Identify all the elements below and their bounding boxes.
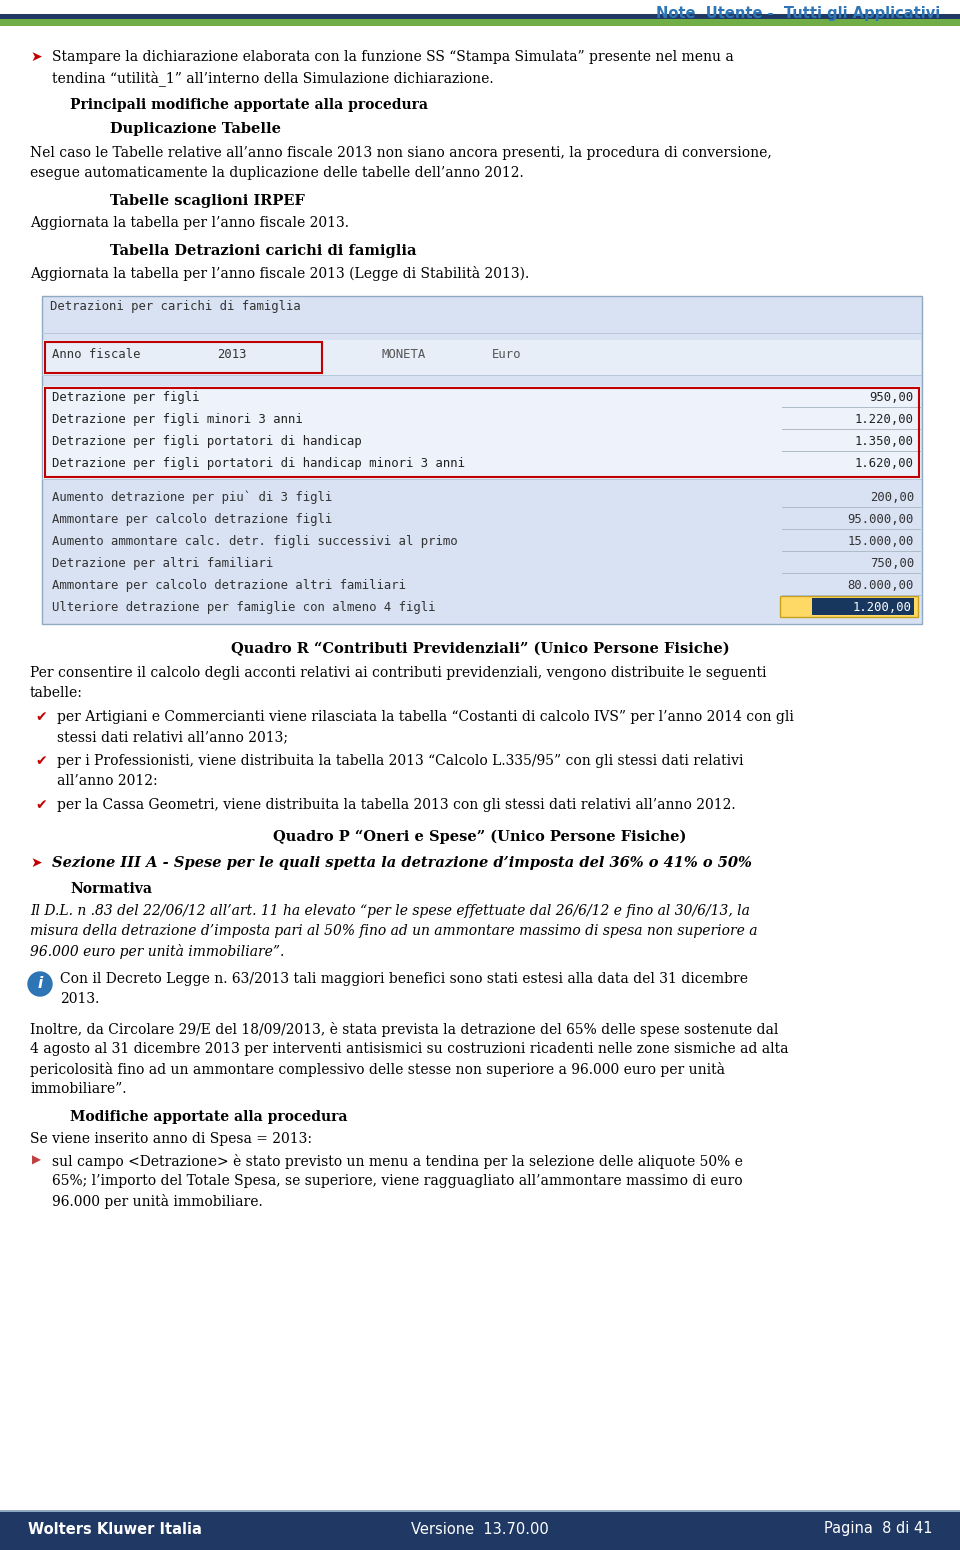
Text: 4 agosto al 31 dicembre 2013 per interventi antisismici su costruzioni ricadenti: 4 agosto al 31 dicembre 2013 per interve… bbox=[30, 1042, 788, 1056]
Text: 96.000 euro per unità immobiliare”.: 96.000 euro per unità immobiliare”. bbox=[30, 944, 284, 959]
Text: Versione  13.70.00: Versione 13.70.00 bbox=[411, 1522, 549, 1536]
Text: ▶: ▶ bbox=[32, 1155, 41, 1167]
Text: misura della detrazione d’imposta pari al 50% fino ad un ammontare massimo di sp: misura della detrazione d’imposta pari a… bbox=[30, 924, 757, 938]
Text: Detrazione per figli minori 3 anni: Detrazione per figli minori 3 anni bbox=[52, 412, 302, 426]
Text: Detrazione per figli portatori di handicap: Detrazione per figli portatori di handic… bbox=[52, 436, 362, 448]
Text: pericolosità fino ad un ammontare complessivo delle stesse non superiore a 96.00: pericolosità fino ad un ammontare comple… bbox=[30, 1062, 725, 1077]
Text: 2013.: 2013. bbox=[60, 992, 100, 1006]
Text: 15.000,00: 15.000,00 bbox=[848, 535, 914, 549]
Text: sul campo <Detrazione> è stato previsto un menu a tendina per la selezione delle: sul campo <Detrazione> è stato previsto … bbox=[52, 1155, 743, 1169]
Text: MONETA: MONETA bbox=[382, 349, 426, 361]
Text: tendina “utilità_1” all’interno della Simulazione dichiarazione.: tendina “utilità_1” all’interno della Si… bbox=[52, 70, 493, 85]
Text: Stampare la dichiarazione elaborata con la funzione SS “Stampa Simulata” present: Stampare la dichiarazione elaborata con … bbox=[52, 50, 733, 64]
Text: Wolters Kluwer Italia: Wolters Kluwer Italia bbox=[28, 1522, 202, 1536]
Bar bbox=[43, 386, 921, 480]
Text: Normativa: Normativa bbox=[70, 882, 152, 896]
Text: 1.620,00: 1.620,00 bbox=[855, 457, 914, 470]
Text: i: i bbox=[37, 975, 42, 990]
Bar bbox=[45, 388, 919, 477]
Text: Detrazione per altri familiari: Detrazione per altri familiari bbox=[52, 556, 274, 570]
Text: Quadro P “Oneri e Spese” (Unico Persone Fisiche): Quadro P “Oneri e Spese” (Unico Persone … bbox=[274, 829, 686, 845]
Text: ➤: ➤ bbox=[30, 50, 41, 64]
Bar bbox=[0, 1511, 960, 1550]
Text: Ulteriore detrazione per famiglie con almeno 4 figli: Ulteriore detrazione per famiglie con al… bbox=[52, 601, 436, 614]
Text: Tabella Detrazioni carichi di famiglia: Tabella Detrazioni carichi di famiglia bbox=[110, 243, 417, 257]
Text: stessi dati relativi all’anno 2013;: stessi dati relativi all’anno 2013; bbox=[57, 730, 288, 744]
Text: 65%; l’importo del Totale Spesa, se superiore, viene ragguagliato all’ammontare : 65%; l’importo del Totale Spesa, se supe… bbox=[52, 1173, 743, 1187]
Text: 950,00: 950,00 bbox=[870, 391, 914, 405]
Text: ✔: ✔ bbox=[35, 798, 47, 812]
Text: Quadro R “Contributi Previdenziali” (Unico Persone Fisiche): Quadro R “Contributi Previdenziali” (Uni… bbox=[230, 642, 730, 656]
Text: 80.000,00: 80.000,00 bbox=[848, 580, 914, 592]
Text: 200,00: 200,00 bbox=[870, 491, 914, 504]
Bar bbox=[0, 14, 960, 19]
Text: Detrazione per figli: Detrazione per figli bbox=[52, 391, 200, 405]
Text: Sezione III A - Spese per le quali spetta la detrazione d’imposta del 36% o 41% : Sezione III A - Spese per le quali spett… bbox=[52, 856, 752, 870]
Text: Aumento detrazione per piu` di 3 figli: Aumento detrazione per piu` di 3 figli bbox=[52, 491, 332, 504]
Bar bbox=[780, 597, 918, 617]
Bar bbox=[42, 296, 922, 625]
Text: Anno fiscale: Anno fiscale bbox=[52, 349, 140, 361]
Text: 1.200,00: 1.200,00 bbox=[853, 601, 912, 614]
Text: Ammontare per calcolo detrazione figli: Ammontare per calcolo detrazione figli bbox=[52, 513, 332, 525]
Text: esegue automaticamente la duplicazione delle tabelle dell’anno 2012.: esegue automaticamente la duplicazione d… bbox=[30, 166, 524, 180]
Text: per la Cassa Geometri, viene distribuita la tabella 2013 con gli stessi dati rel: per la Cassa Geometri, viene distribuita… bbox=[57, 798, 735, 812]
Text: Aggiornata la tabella per l’anno fiscale 2013 (Legge di Stabilità 2013).: Aggiornata la tabella per l’anno fiscale… bbox=[30, 267, 529, 281]
Text: 1.220,00: 1.220,00 bbox=[855, 412, 914, 426]
Text: 750,00: 750,00 bbox=[870, 556, 914, 570]
Text: Se viene inserito anno di Spesa = 2013:: Se viene inserito anno di Spesa = 2013: bbox=[30, 1132, 312, 1145]
Circle shape bbox=[28, 972, 52, 997]
Text: Pagina  8 di 41: Pagina 8 di 41 bbox=[824, 1522, 932, 1536]
Text: immobiliare”.: immobiliare”. bbox=[30, 1082, 127, 1096]
Text: Ammontare per calcolo detrazione altri familiari: Ammontare per calcolo detrazione altri f… bbox=[52, 580, 406, 592]
Bar bbox=[45, 343, 322, 374]
Text: Aggiornata la tabella per l’anno fiscale 2013.: Aggiornata la tabella per l’anno fiscale… bbox=[30, 215, 349, 229]
Bar bbox=[0, 19, 960, 26]
Text: ✔: ✔ bbox=[35, 710, 47, 724]
Text: 1.350,00: 1.350,00 bbox=[855, 436, 914, 448]
Text: Il D.L. n .83 del 22/06/12 all’art. 11 ha elevato “per le spese effettuate dal 2: Il D.L. n .83 del 22/06/12 all’art. 11 h… bbox=[30, 904, 750, 918]
Text: Note  Utente -  Tutti gli Applicativi: Note Utente - Tutti gli Applicativi bbox=[656, 6, 940, 22]
Text: per i Professionisti, viene distribuita la tabella 2013 “Calcolo L.335/95” con g: per i Professionisti, viene distribuita … bbox=[57, 753, 743, 767]
Text: tabelle:: tabelle: bbox=[30, 687, 83, 701]
Bar bbox=[43, 339, 921, 377]
Text: Tabelle scaglioni IRPEF: Tabelle scaglioni IRPEF bbox=[110, 194, 305, 208]
Text: 96.000 per unità immobiliare.: 96.000 per unità immobiliare. bbox=[52, 1194, 263, 1209]
Text: Duplicazione Tabelle: Duplicazione Tabelle bbox=[110, 122, 281, 136]
Text: Per consentire il calcolo degli acconti relativi ai contributi previdenziali, ve: Per consentire il calcolo degli acconti … bbox=[30, 666, 766, 680]
Text: 2013: 2013 bbox=[217, 349, 247, 361]
Text: Euro: Euro bbox=[492, 349, 521, 361]
Bar bbox=[0, 1510, 960, 1511]
Text: Inoltre, da Circolare 29/E del 18/09/2013, è stata prevista la detrazione del 65: Inoltre, da Circolare 29/E del 18/09/201… bbox=[30, 1021, 779, 1037]
Text: Aumento ammontare calc. detr. figli successivi al primo: Aumento ammontare calc. detr. figli succ… bbox=[52, 535, 458, 549]
Text: Detrazioni per carichi di famiglia: Detrazioni per carichi di famiglia bbox=[50, 301, 300, 313]
Text: Detrazione per figli portatori di handicap minori 3 anni: Detrazione per figli portatori di handic… bbox=[52, 457, 465, 470]
Text: 95.000,00: 95.000,00 bbox=[848, 513, 914, 525]
Text: all’anno 2012:: all’anno 2012: bbox=[57, 773, 157, 787]
Text: Principali modifiche apportate alla procedura: Principali modifiche apportate alla proc… bbox=[70, 98, 428, 112]
Bar bbox=[812, 598, 914, 615]
Text: Con il Decreto Legge n. 63/2013 tali maggiori benefici sono stati estesi alla da: Con il Decreto Legge n. 63/2013 tali mag… bbox=[60, 972, 748, 986]
Text: ✔: ✔ bbox=[35, 753, 47, 767]
Text: Nel caso le Tabelle relative all’anno fiscale 2013 non siano ancora presenti, la: Nel caso le Tabelle relative all’anno fi… bbox=[30, 146, 772, 160]
Text: Modifiche apportate alla procedura: Modifiche apportate alla procedura bbox=[70, 1110, 348, 1124]
Text: per Artigiani e Commercianti viene rilasciata la tabella “Costanti di calcolo IV: per Artigiani e Commercianti viene rilas… bbox=[57, 710, 794, 724]
Text: ➤: ➤ bbox=[30, 856, 41, 870]
